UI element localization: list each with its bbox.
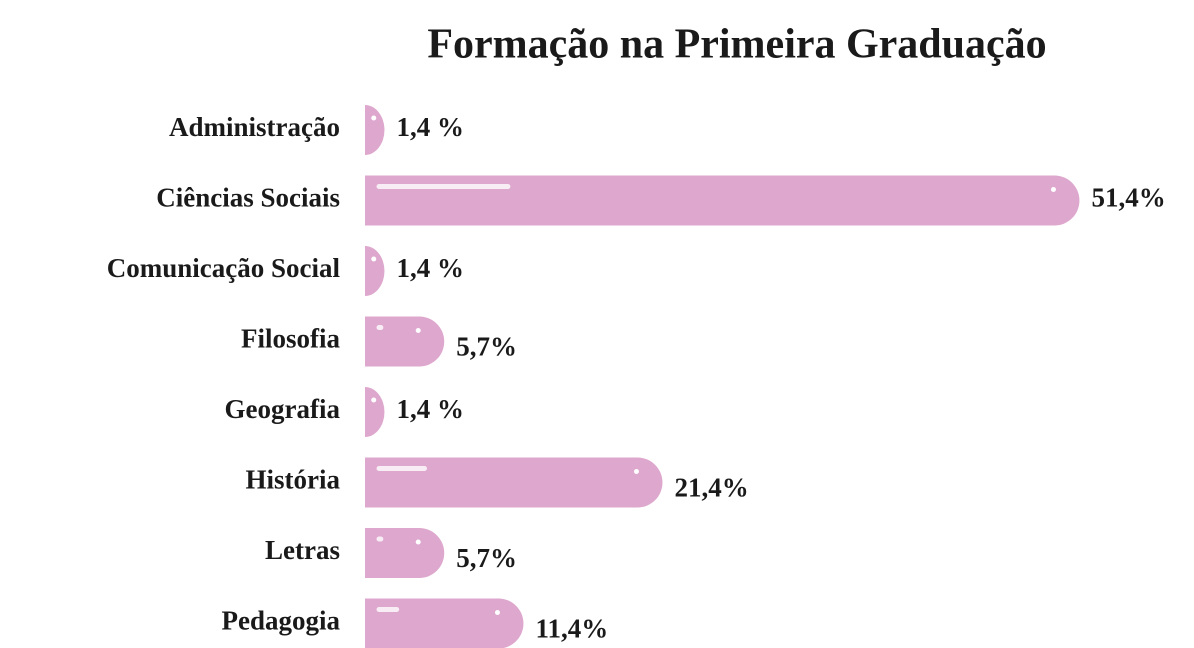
y-tick-label: Administração (169, 112, 340, 142)
value-label: 21,4% (674, 473, 748, 503)
value-label: 51,4% (1091, 183, 1165, 213)
bar-shine (371, 256, 377, 262)
y-tick-label: Comunicação Social (107, 253, 341, 283)
value-label: 5,7% (456, 543, 517, 573)
bar (365, 387, 385, 437)
bar-shine (494, 610, 500, 615)
value-label: 1,4 % (396, 253, 464, 283)
value-label: 11,4% (535, 614, 608, 644)
y-tick-label: Ciências Sociais (156, 183, 340, 213)
bar-shine (371, 397, 377, 403)
value-label: 1,4 % (396, 112, 464, 142)
bar (365, 316, 445, 367)
bar (365, 175, 1080, 226)
bar-shine (1050, 187, 1056, 192)
y-tick-label: Filosofia (241, 324, 340, 354)
bar-shine (371, 115, 377, 121)
value-label: 5,7% (456, 332, 517, 362)
bar (365, 246, 385, 296)
value-label: 1,4 % (396, 394, 464, 424)
y-tick-label: Pedagogia (222, 606, 341, 636)
chart-title: Formação na Primeira Graduação (427, 22, 1046, 68)
bar (365, 528, 445, 578)
bar (365, 105, 385, 155)
bar-shine (415, 539, 421, 545)
y-tick-label: Letras (265, 535, 340, 565)
y-tick-label: História (246, 465, 341, 495)
bar (365, 598, 524, 648)
bar-shine (415, 328, 421, 333)
bar (365, 457, 663, 508)
bar-shine (633, 469, 639, 474)
y-tick-label: Geografia (225, 394, 341, 424)
